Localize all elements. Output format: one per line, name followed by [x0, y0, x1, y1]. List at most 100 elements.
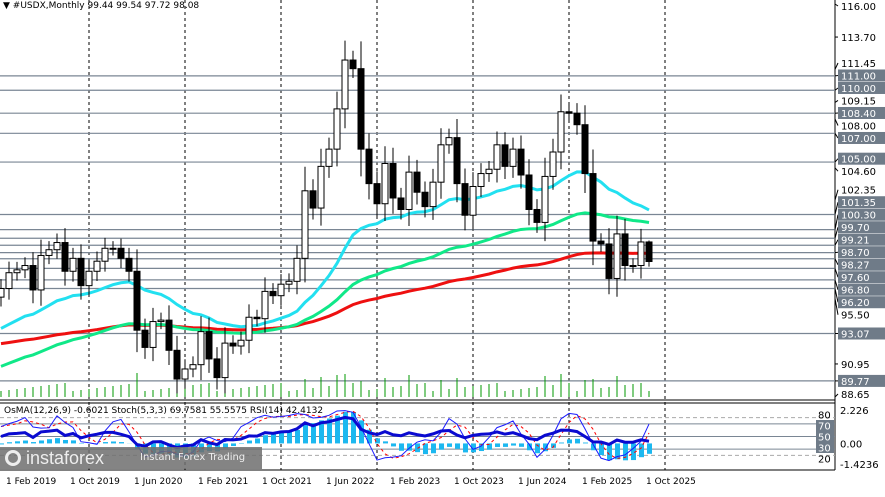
bearish-candle — [174, 350, 180, 379]
bearish-candle — [454, 138, 460, 184]
bullish-candle — [246, 317, 252, 340]
osma-bar — [431, 443, 436, 453]
time-tick-label: 1 Jun 2024 — [518, 477, 566, 487]
osma-bar — [7, 442, 12, 443]
osma-bar — [519, 443, 524, 446]
bullish-candle — [406, 172, 412, 209]
price-tick-label: 109.15 — [841, 96, 876, 107]
osma-bar — [63, 440, 68, 443]
osma-bar — [583, 443, 588, 444]
osma-bar — [559, 443, 564, 444]
bullish-candle — [222, 343, 228, 377]
bearish-candle — [30, 266, 36, 290]
bearish-candle — [390, 163, 396, 197]
bearish-candle — [606, 244, 612, 278]
time-tick-label: 1 Feb 2023 — [390, 477, 440, 487]
osma-bar — [103, 442, 108, 443]
osma-bar — [607, 443, 612, 460]
bullish-candle — [182, 369, 188, 379]
bullish-candle — [94, 261, 100, 271]
bullish-candle — [110, 248, 116, 249]
bullish-candle — [614, 234, 620, 279]
bearish-candle — [366, 149, 372, 183]
level-label: 107.00 — [841, 134, 876, 145]
osma-bar — [295, 430, 300, 443]
level-label: 105.00 — [841, 155, 876, 166]
osma-bar — [447, 443, 452, 446]
bullish-candle — [630, 266, 636, 267]
bearish-candle — [206, 332, 212, 359]
bullish-candle — [542, 176, 548, 222]
bearish-candle — [646, 242, 652, 262]
bullish-candle — [0, 289, 4, 298]
osma-bar — [15, 441, 20, 443]
bearish-candle — [230, 343, 236, 346]
level-label: 101.35 — [841, 198, 876, 209]
osma-tick-label: 2.226 — [840, 406, 869, 417]
bearish-candle — [622, 234, 628, 266]
price-tick-label: 111.45 — [841, 59, 876, 70]
time-tick-label: 1 Oct 2023 — [454, 477, 504, 487]
level-label: 99.70 — [841, 223, 870, 234]
bearish-candle — [502, 145, 508, 167]
bullish-candle — [558, 112, 564, 152]
time-tick-label: 1 Feb 2019 — [6, 477, 56, 487]
bullish-candle — [638, 242, 644, 266]
instaforex-logo: instaforex Instant Forex Trading — [0, 447, 262, 469]
bullish-candle — [38, 255, 44, 289]
bullish-candle — [326, 149, 332, 166]
bullish-candle — [54, 243, 60, 250]
bearish-candle — [254, 317, 260, 318]
osma-bar — [31, 442, 36, 443]
ohlc-values: 99.44 99.54 97.72 98.08 — [88, 1, 200, 11]
dropdown-triangle-icon[interactable]: ▼ — [3, 1, 10, 11]
bearish-candle — [358, 69, 364, 149]
bearish-candle — [126, 258, 132, 271]
bearish-candle — [118, 248, 124, 258]
bullish-candle — [46, 250, 52, 256]
osma-bar — [0, 443, 4, 444]
level-label: 97.60 — [841, 273, 870, 284]
osma-bar — [303, 424, 308, 443]
bearish-candle — [574, 113, 580, 124]
price-tick-label: 116.00 — [841, 2, 876, 13]
bearish-candle — [62, 243, 68, 272]
bearish-candle — [166, 320, 172, 350]
logo-mark-icon — [5, 450, 21, 466]
bullish-candle — [382, 163, 388, 203]
osma-bar — [495, 443, 500, 447]
osma-bar — [23, 441, 28, 444]
bullish-candle — [470, 186, 476, 215]
bearish-candle — [398, 198, 404, 209]
time-tick-label: 1 Feb 2021 — [198, 477, 248, 487]
osma-bar — [423, 443, 428, 454]
level-label: 89.77 — [841, 377, 870, 388]
chart-header: ▼ #USDX,Monthly 99.44 99.54 97.72 98.08 — [3, 1, 199, 11]
level-label: 110.00 — [841, 84, 876, 95]
osma-tick-label: -1.4236 — [840, 460, 879, 471]
bearish-candle — [566, 112, 572, 113]
osma-bar — [39, 440, 44, 443]
osma-bar — [383, 441, 388, 443]
bullish-candle — [150, 322, 156, 348]
bearish-candle — [422, 192, 428, 206]
indicator-level-label: 20 — [818, 455, 831, 466]
bullish-candle — [446, 138, 452, 145]
osma-bar — [567, 439, 572, 443]
osma-bar — [255, 438, 260, 443]
osma-bar — [647, 443, 652, 453]
price-tick-label: 113.70 — [841, 33, 876, 44]
osma-bar — [279, 432, 284, 443]
bearish-candle — [590, 174, 596, 242]
osma-bar — [119, 442, 124, 443]
indicator-level-label: 50 — [818, 433, 831, 444]
price-tick-label: 104.60 — [841, 167, 876, 178]
osma-bar — [503, 443, 508, 446]
level-label: 98.70 — [841, 248, 870, 259]
bearish-candle — [598, 241, 604, 244]
time-tick-label: 1 Oct 2025 — [646, 477, 696, 487]
bullish-candle — [198, 332, 204, 365]
bullish-candle — [318, 166, 324, 208]
